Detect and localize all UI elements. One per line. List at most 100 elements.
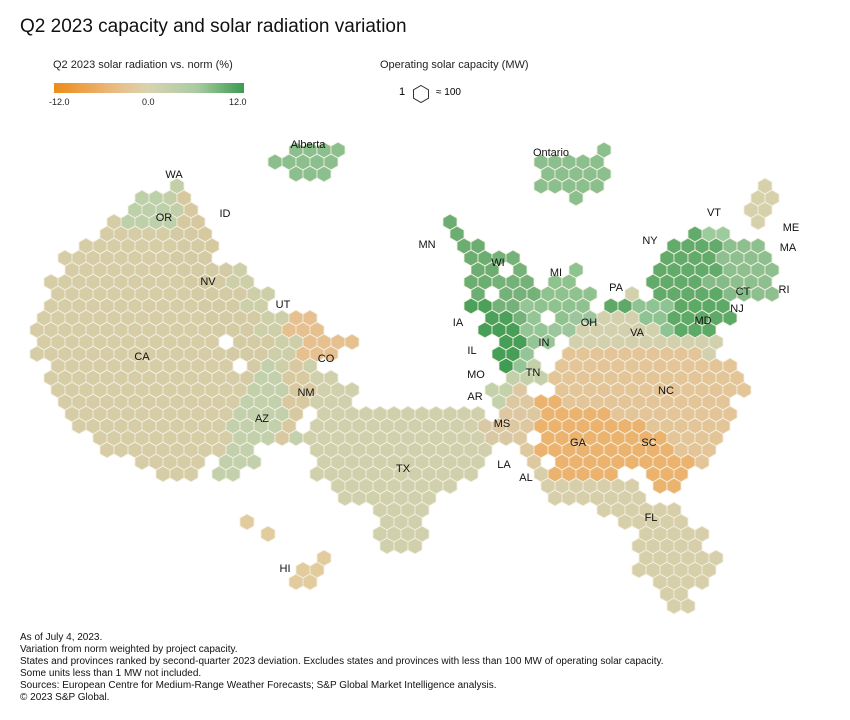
hex-tile xyxy=(610,333,626,351)
hex-tile xyxy=(610,405,626,423)
label-il: IL xyxy=(467,345,476,357)
hex-tile xyxy=(113,441,129,459)
region-ontario xyxy=(533,141,612,207)
hex-tile xyxy=(302,165,318,183)
hex-tile xyxy=(764,285,780,303)
hex-tile xyxy=(575,489,591,507)
region-id xyxy=(176,189,220,255)
region-az xyxy=(211,357,304,483)
label-ri: RI xyxy=(779,284,790,296)
hex-tile xyxy=(225,345,241,363)
hex-tile xyxy=(617,513,633,531)
hex-tile xyxy=(680,597,696,615)
hex-tile xyxy=(260,429,276,447)
region-hi xyxy=(239,513,332,591)
hex-tile xyxy=(246,453,262,471)
label-nj: NJ xyxy=(730,303,743,315)
hex-tile xyxy=(589,177,605,195)
hex-tile xyxy=(547,489,563,507)
region-or xyxy=(120,189,178,231)
region-ri xyxy=(764,285,780,303)
hex-tile xyxy=(596,333,612,351)
region-ia xyxy=(463,297,514,327)
note-sources: Sources: European Centre for Medium-Rang… xyxy=(20,680,497,691)
note-copyright: © 2023 S&P Global. xyxy=(20,692,110,703)
note-ranking: States and provinces ranked by second-qu… xyxy=(20,656,664,667)
region-sc xyxy=(617,417,696,495)
label-ma: MA xyxy=(780,242,797,254)
hex-tile xyxy=(568,189,584,207)
hex-tile xyxy=(750,285,766,303)
label-la: LA xyxy=(497,459,511,471)
hex-tile xyxy=(722,309,738,327)
label-va: VA xyxy=(630,327,645,339)
region-ca xyxy=(29,213,248,483)
hex-tile xyxy=(407,537,423,555)
region-nj xyxy=(666,285,738,339)
label-az: AZ xyxy=(255,413,269,425)
label-nc: NC xyxy=(658,385,674,397)
label-ca: CA xyxy=(134,351,150,363)
hex-tile xyxy=(71,417,87,435)
region-tx xyxy=(302,369,493,555)
note-units: Some units less than 1 MW not included. xyxy=(20,668,202,679)
hex-tile xyxy=(169,465,185,483)
region-ga xyxy=(533,393,640,483)
hex-tile xyxy=(617,297,633,315)
hex-tile xyxy=(694,453,710,471)
footnotes: As of July 4, 2023. Variation from norm … xyxy=(20,632,664,704)
hex-tile xyxy=(659,321,675,339)
region-co xyxy=(281,309,360,363)
label-nm: NM xyxy=(297,387,314,399)
hex-tile xyxy=(589,393,605,411)
hex-tile-map: Alberta Ontario WA OR ID CA NV UT CO AZ NM TX HI MN WI… xyxy=(29,139,800,615)
region-nv xyxy=(169,225,276,387)
chart-title: Q2 2023 capacity and solar radiation var… xyxy=(20,16,407,37)
region-ut xyxy=(225,261,318,375)
region-md xyxy=(631,297,675,339)
hex-tile xyxy=(253,321,269,339)
hex-tile xyxy=(582,333,598,351)
hex-tile xyxy=(281,321,297,339)
region-ar xyxy=(484,381,514,411)
hex-tile xyxy=(694,573,710,591)
hex-tile xyxy=(652,477,668,495)
size-legend-unit: 1 xyxy=(399,86,406,98)
hex-tile xyxy=(316,165,332,183)
hex-tile xyxy=(288,573,304,591)
region-in xyxy=(512,297,556,375)
hex-tile xyxy=(624,405,640,423)
hex-tile xyxy=(155,465,171,483)
region-oh xyxy=(547,309,598,339)
region-me xyxy=(743,177,780,231)
region-fl xyxy=(533,465,724,615)
region-nm xyxy=(274,357,318,447)
hex-tile xyxy=(344,333,360,351)
hex-tile xyxy=(596,501,612,519)
color-tick-min: -12.0 xyxy=(49,97,70,107)
hex-tile xyxy=(442,477,458,495)
region-mi xyxy=(533,261,598,327)
hex-tile xyxy=(561,489,577,507)
label-fl: FL xyxy=(645,512,658,524)
label-me: ME xyxy=(783,222,800,234)
label-or: OR xyxy=(156,212,173,224)
hex-tile xyxy=(477,417,493,435)
hex-tile xyxy=(309,465,325,483)
hex-layer xyxy=(29,141,780,615)
label-tn: TN xyxy=(526,367,541,379)
hex-tile xyxy=(547,177,563,195)
size-legend-value: ≈ 100 xyxy=(436,87,461,98)
hex-tile xyxy=(547,321,563,339)
hex-tile xyxy=(736,381,752,399)
hex-tile xyxy=(323,345,339,363)
label-wi: WI xyxy=(491,257,504,269)
label-mn: MN xyxy=(418,239,435,251)
region-alberta xyxy=(267,141,346,183)
label-ct: CT xyxy=(736,286,751,298)
hex-tile xyxy=(603,297,619,315)
region-va xyxy=(568,285,724,363)
label-ontario: Ontario xyxy=(533,147,569,159)
label-ms: MS xyxy=(494,418,511,430)
hex-tile xyxy=(211,321,227,339)
